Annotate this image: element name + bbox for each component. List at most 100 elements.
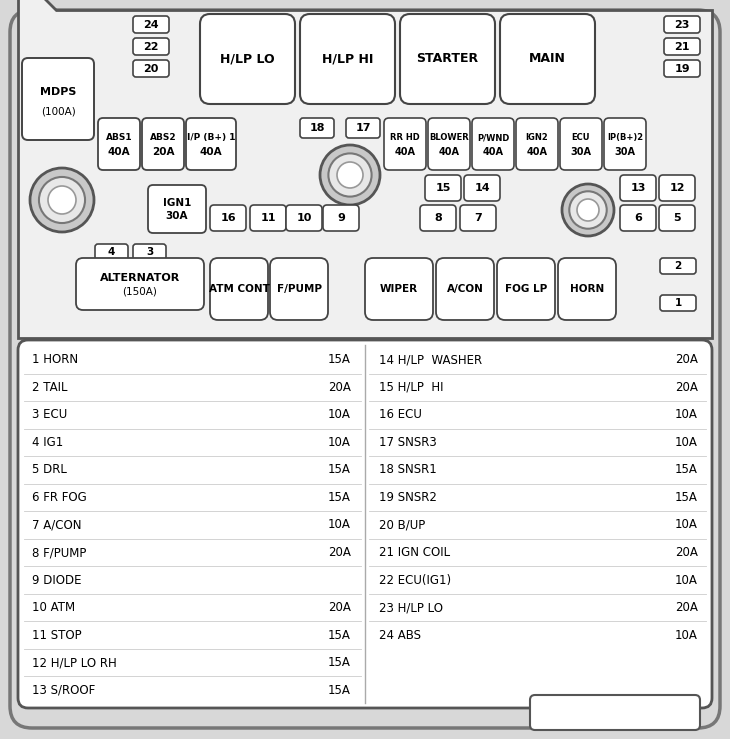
- FancyBboxPatch shape: [270, 258, 328, 320]
- Text: 4: 4: [108, 247, 115, 257]
- FancyBboxPatch shape: [300, 118, 334, 138]
- Text: 16 ECU: 16 ECU: [379, 409, 422, 421]
- Text: 14: 14: [474, 183, 490, 193]
- FancyBboxPatch shape: [436, 258, 494, 320]
- Circle shape: [30, 168, 94, 232]
- Text: 10A: 10A: [675, 573, 698, 587]
- Text: BLOWER: BLOWER: [429, 133, 469, 143]
- Text: 3: 3: [146, 247, 153, 257]
- FancyBboxPatch shape: [133, 16, 169, 33]
- Text: 20A: 20A: [675, 353, 698, 367]
- Text: 1: 1: [675, 298, 682, 308]
- FancyBboxPatch shape: [365, 258, 433, 320]
- Text: ABS2: ABS2: [150, 133, 177, 143]
- FancyBboxPatch shape: [210, 258, 268, 320]
- FancyBboxPatch shape: [420, 205, 456, 231]
- Text: 23 H/LP LO: 23 H/LP LO: [379, 601, 443, 614]
- FancyBboxPatch shape: [323, 205, 359, 231]
- FancyBboxPatch shape: [98, 118, 140, 170]
- Text: 15A: 15A: [675, 463, 698, 477]
- FancyBboxPatch shape: [133, 38, 169, 55]
- Circle shape: [577, 199, 599, 221]
- FancyBboxPatch shape: [620, 205, 656, 231]
- Text: 40A: 40A: [526, 147, 548, 157]
- Text: 20A: 20A: [328, 601, 351, 614]
- Text: F/PUMP: F/PUMP: [277, 284, 321, 294]
- Text: 18 SNSR1: 18 SNSR1: [379, 463, 437, 477]
- Text: 15A: 15A: [328, 463, 351, 477]
- Text: 10 ATM: 10 ATM: [32, 601, 75, 614]
- Text: 40A: 40A: [200, 147, 223, 157]
- Text: 10A: 10A: [328, 519, 351, 531]
- Polygon shape: [18, 0, 712, 338]
- Text: 17: 17: [356, 123, 371, 133]
- FancyBboxPatch shape: [604, 118, 646, 170]
- Text: 22 ECU(IG1): 22 ECU(IG1): [379, 573, 451, 587]
- Text: ABS1: ABS1: [106, 133, 132, 143]
- Text: 6 FR FOG: 6 FR FOG: [32, 491, 87, 504]
- Text: MDPS: MDPS: [40, 87, 76, 98]
- Text: 15 H/LP  HI: 15 H/LP HI: [379, 381, 444, 394]
- Text: 15A: 15A: [328, 491, 351, 504]
- Text: 10: 10: [296, 213, 312, 223]
- FancyBboxPatch shape: [620, 175, 656, 201]
- Text: 8: 8: [434, 213, 442, 223]
- Text: A/CON: A/CON: [447, 284, 483, 294]
- FancyBboxPatch shape: [384, 118, 426, 170]
- Text: 12: 12: [669, 183, 685, 193]
- Text: 19: 19: [675, 64, 690, 73]
- Text: 9 DIODE: 9 DIODE: [32, 573, 82, 587]
- FancyBboxPatch shape: [148, 185, 206, 233]
- Text: 24 ABS: 24 ABS: [379, 629, 421, 641]
- Text: 17 SNSR3: 17 SNSR3: [379, 436, 437, 449]
- Text: 20A: 20A: [328, 381, 351, 394]
- FancyBboxPatch shape: [664, 60, 700, 77]
- Text: ATM CONT: ATM CONT: [209, 284, 269, 294]
- FancyBboxPatch shape: [300, 14, 395, 104]
- Text: 15A: 15A: [328, 656, 351, 670]
- Text: 4 IG1: 4 IG1: [32, 436, 64, 449]
- Text: 30A: 30A: [571, 147, 591, 157]
- FancyBboxPatch shape: [472, 118, 514, 170]
- FancyBboxPatch shape: [95, 244, 128, 260]
- Text: (150A): (150A): [123, 287, 158, 297]
- FancyBboxPatch shape: [186, 118, 236, 170]
- Text: 20 B/UP: 20 B/UP: [379, 519, 426, 531]
- Text: 16: 16: [220, 213, 236, 223]
- FancyBboxPatch shape: [664, 38, 700, 55]
- FancyBboxPatch shape: [660, 295, 696, 311]
- FancyBboxPatch shape: [660, 258, 696, 274]
- FancyBboxPatch shape: [428, 118, 470, 170]
- Text: 40A: 40A: [483, 147, 504, 157]
- Text: 15A: 15A: [328, 684, 351, 697]
- Text: 15: 15: [435, 183, 450, 193]
- Text: 14 H/LP  WASHER: 14 H/LP WASHER: [379, 353, 482, 367]
- Text: 5 DRL: 5 DRL: [32, 463, 67, 477]
- Text: 15A: 15A: [328, 353, 351, 367]
- Text: 1 HORN: 1 HORN: [32, 353, 78, 367]
- Text: 15A: 15A: [675, 491, 698, 504]
- Text: 5: 5: [673, 213, 681, 223]
- FancyBboxPatch shape: [464, 175, 500, 201]
- FancyBboxPatch shape: [250, 205, 286, 231]
- FancyBboxPatch shape: [76, 258, 204, 310]
- Text: 20A: 20A: [675, 601, 698, 614]
- Text: 22: 22: [143, 41, 158, 52]
- Text: 10A: 10A: [675, 519, 698, 531]
- Text: 2 TAIL: 2 TAIL: [32, 381, 67, 394]
- FancyBboxPatch shape: [22, 58, 94, 140]
- Text: STARTER: STARTER: [416, 52, 479, 66]
- Text: 24: 24: [143, 19, 159, 30]
- Text: 7 A/CON: 7 A/CON: [32, 519, 82, 531]
- Text: 30A: 30A: [166, 211, 188, 221]
- Circle shape: [48, 186, 76, 214]
- FancyBboxPatch shape: [133, 60, 169, 77]
- FancyBboxPatch shape: [286, 205, 322, 231]
- Text: 12 H/LP LO RH: 12 H/LP LO RH: [32, 656, 117, 670]
- Text: (100A): (100A): [41, 106, 75, 116]
- FancyBboxPatch shape: [346, 118, 380, 138]
- Text: IP(B+)2: IP(B+)2: [607, 133, 643, 143]
- Text: 10A: 10A: [328, 436, 351, 449]
- Text: 30A: 30A: [615, 147, 636, 157]
- Text: 19 SNSR2: 19 SNSR2: [379, 491, 437, 504]
